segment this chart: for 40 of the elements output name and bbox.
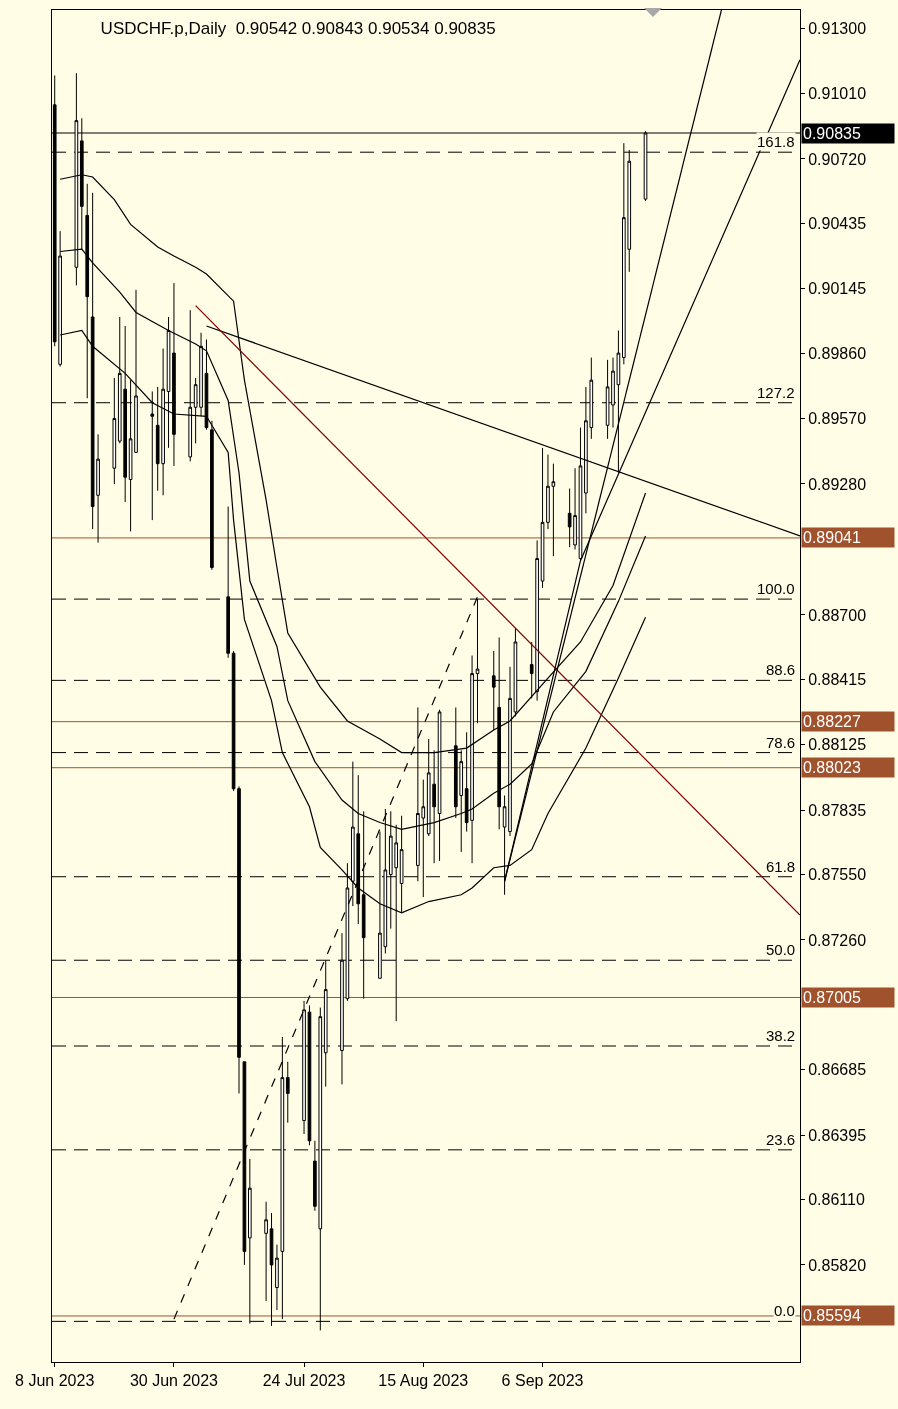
x-tick-label: 6 Sep 2023 [501,1372,584,1390]
ref-line-label: 0.90835 [803,125,861,142]
annotation: 100.0 [757,580,795,597]
x-tick-label: 24 Jul 2023 [262,1372,346,1390]
annotation: 23.6 [766,1131,796,1148]
ref-line-label: 0.87005 [803,989,861,1006]
y-tick-label: 0.91300 [808,19,867,37]
annotation: 50.0 [766,941,796,958]
ref-line-label: 0.88227 [803,713,861,730]
y-tick-label: 0.89860 [808,344,867,362]
ref-line-label: 0.88023 [803,759,861,776]
text: USDCHF.p,Daily 0.90542 0.90843 0.90534 0.90835 [100,18,496,38]
y-tick-label: 0.87260 [808,931,867,949]
y-tick-label: 0.88415 [808,670,867,688]
y-tick-label: 0.86685 [808,1061,867,1079]
y-tick-label: 0.90720 [808,150,867,168]
ref-line-label: 0.85594 [803,1307,861,1324]
y-tick-label: 0.90435 [808,214,867,232]
x-tick-label: 30 Jun 2023 [129,1372,219,1390]
y-tick-label: 0.86395 [808,1126,867,1144]
x-tick-label: 8 Jun 2023 [15,1372,95,1390]
annotation: 0.0 [774,1302,795,1319]
y-tick-label: 0.88700 [808,606,867,624]
annotation: 61.8 [766,858,796,875]
ref-line-label: 0.89041 [803,529,861,546]
y-tick-label: 0.87550 [808,866,867,884]
x-tick-label: 15 Aug 2023 [378,1372,469,1390]
annotation: 161.8 [757,133,795,150]
annotation: 78.6 [766,734,796,751]
annotation: 38.2 [766,1027,796,1044]
y-tick-label: 0.89570 [808,410,867,428]
y-tick-label: 0.86110 [808,1191,865,1209]
y-tick-label: 0.85820 [808,1256,867,1274]
y-tick-label: 0.90145 [808,280,867,298]
annotation: 88.6 [766,661,796,678]
y-tick-label: 0.87835 [808,801,867,819]
annotation: 127.2 [757,384,795,401]
y-tick-label: 0.88125 [808,736,867,754]
y-tick-label: 0.89280 [808,475,867,493]
y-tick-label: 0.91010 [808,85,867,103]
